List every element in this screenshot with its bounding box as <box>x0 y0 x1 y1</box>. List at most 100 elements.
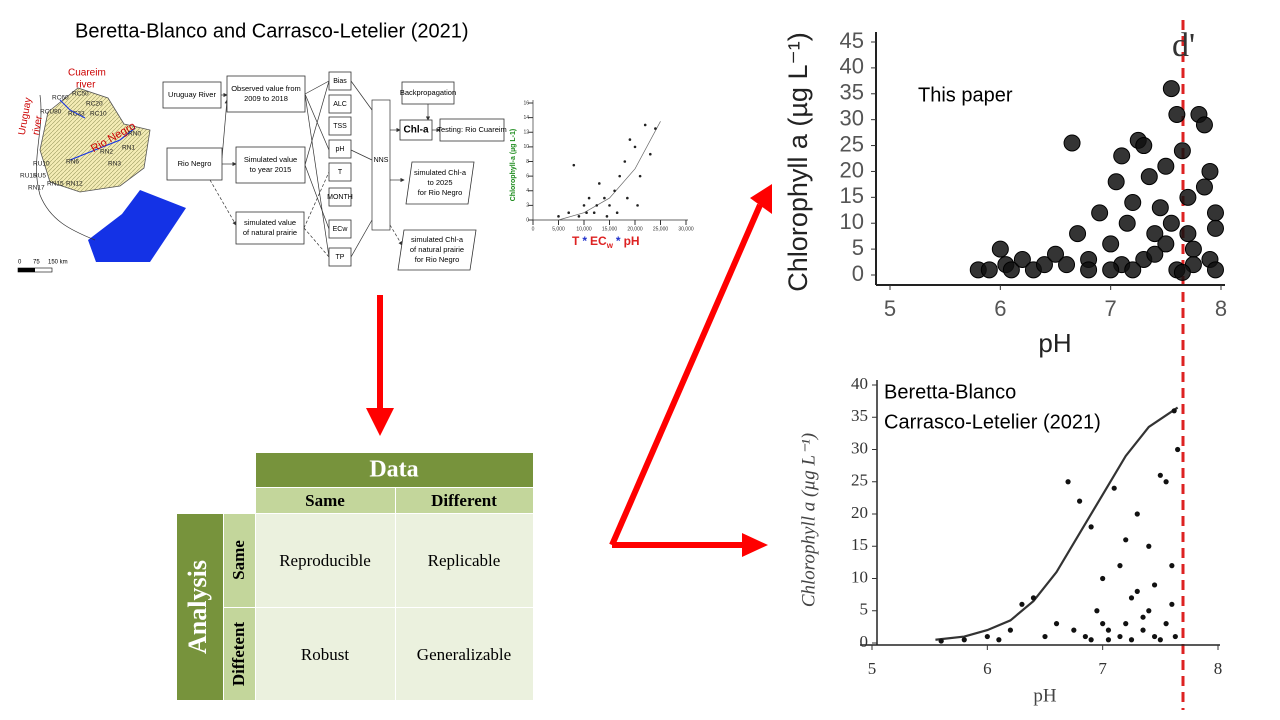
map-label: RU15 <box>20 173 37 180</box>
point <box>1094 608 1100 614</box>
flow-text: to year 2015 <box>250 165 292 174</box>
point <box>587 196 591 200</box>
flow-input <box>328 187 352 207</box>
point <box>1134 511 1140 517</box>
x-tick-label: 8 <box>1214 659 1223 678</box>
point <box>1195 178 1213 196</box>
point <box>980 261 998 279</box>
point <box>1091 204 1109 222</box>
map-label: RC60 <box>52 95 69 102</box>
y-tick-label: 0 <box>860 632 869 651</box>
point <box>585 211 588 214</box>
flow-text: 2009 to 2018 <box>244 94 288 103</box>
point <box>615 211 619 214</box>
point <box>1118 214 1136 232</box>
flow-input-text: ALC <box>333 101 347 108</box>
flow-node <box>439 118 505 142</box>
point <box>1206 219 1224 237</box>
map-scale: 75 <box>33 260 40 266</box>
point <box>626 196 629 200</box>
point <box>1157 235 1175 253</box>
y-tick-label: 30 <box>840 105 864 130</box>
map-label: RU10 <box>33 161 50 168</box>
point <box>1179 225 1197 243</box>
point <box>1053 621 1060 627</box>
y-tick-label: 14 <box>523 115 529 121</box>
arrows <box>366 20 1225 710</box>
map <box>17 87 186 273</box>
flow-node <box>162 81 222 109</box>
flow-input-text: T <box>338 169 343 176</box>
point <box>567 211 570 214</box>
flow-input <box>328 247 352 267</box>
point <box>1069 225 1087 243</box>
point <box>1107 173 1125 191</box>
map-label: RN3 <box>108 161 121 168</box>
point <box>1082 633 1088 640</box>
map-label: river <box>31 114 45 136</box>
point <box>1163 479 1169 485</box>
flow-text: Backpropagation <box>400 88 456 97</box>
x-tick-label: 7 <box>1098 659 1107 678</box>
x-tick-label: 5,000 <box>552 226 565 232</box>
region <box>39 87 151 193</box>
y-tick-label: 20 <box>840 157 864 182</box>
flow-input <box>328 219 352 239</box>
point <box>961 637 967 643</box>
flow-text: for Rio Negro <box>415 255 460 264</box>
map-label: RN1 <box>122 145 135 152</box>
y-tick-label: 6 <box>526 173 529 179</box>
point <box>938 638 944 644</box>
flow-text: simulated Chl-a <box>414 168 467 177</box>
point <box>638 174 642 178</box>
table <box>177 453 533 700</box>
x-tick-label: 0 <box>532 226 535 232</box>
point <box>1065 479 1071 485</box>
table-col: Same <box>305 491 345 510</box>
point <box>1195 116 1213 134</box>
map-label: RN12 <box>66 181 83 188</box>
point <box>1146 245 1164 263</box>
point <box>1111 485 1117 491</box>
y-tick-label: 25 <box>851 471 868 490</box>
point <box>1146 225 1164 243</box>
mini-x-label: T * ECw * pH <box>572 234 640 250</box>
point <box>623 160 627 163</box>
x-label: pH <box>1038 328 1071 358</box>
point <box>1206 261 1224 279</box>
y-tick-label: 30 <box>851 438 868 457</box>
point <box>649 152 652 156</box>
map-label: RN15 <box>47 181 64 188</box>
x-tick-label: 10,000 <box>576 226 592 232</box>
sea <box>88 190 186 262</box>
y-tick-label: 4 <box>526 188 529 194</box>
point <box>1123 537 1129 543</box>
point <box>1117 563 1123 569</box>
legend: Beretta-Blanco <box>884 381 1016 403</box>
flow-input <box>328 71 352 91</box>
point <box>628 138 632 141</box>
y-tick-label: 10 <box>840 209 864 234</box>
x-tick-label: 7 <box>1105 296 1117 321</box>
point <box>1184 240 1202 258</box>
y-tick-label: 20 <box>851 503 868 522</box>
table-header: Analysis <box>183 560 212 654</box>
point <box>577 215 581 218</box>
point <box>1206 204 1224 222</box>
flow-text: to 2025 <box>427 178 452 187</box>
point <box>1123 621 1129 627</box>
map-label: RN17 <box>28 185 45 192</box>
chart-label: d' <box>1172 27 1195 64</box>
point <box>1128 637 1135 643</box>
x-tick-label: 30,000 <box>678 226 694 232</box>
y-tick-label: 0 <box>526 217 529 223</box>
point <box>1169 563 1175 569</box>
table-col: Different <box>431 491 497 510</box>
citation: Beretta-Blanco and Carrasco-Letelier (20… <box>75 20 469 42</box>
y-tick-label: 5 <box>860 600 869 619</box>
y-tick-label: 15 <box>851 535 868 554</box>
point <box>1201 162 1219 180</box>
point <box>1077 498 1083 504</box>
point <box>1162 214 1180 232</box>
